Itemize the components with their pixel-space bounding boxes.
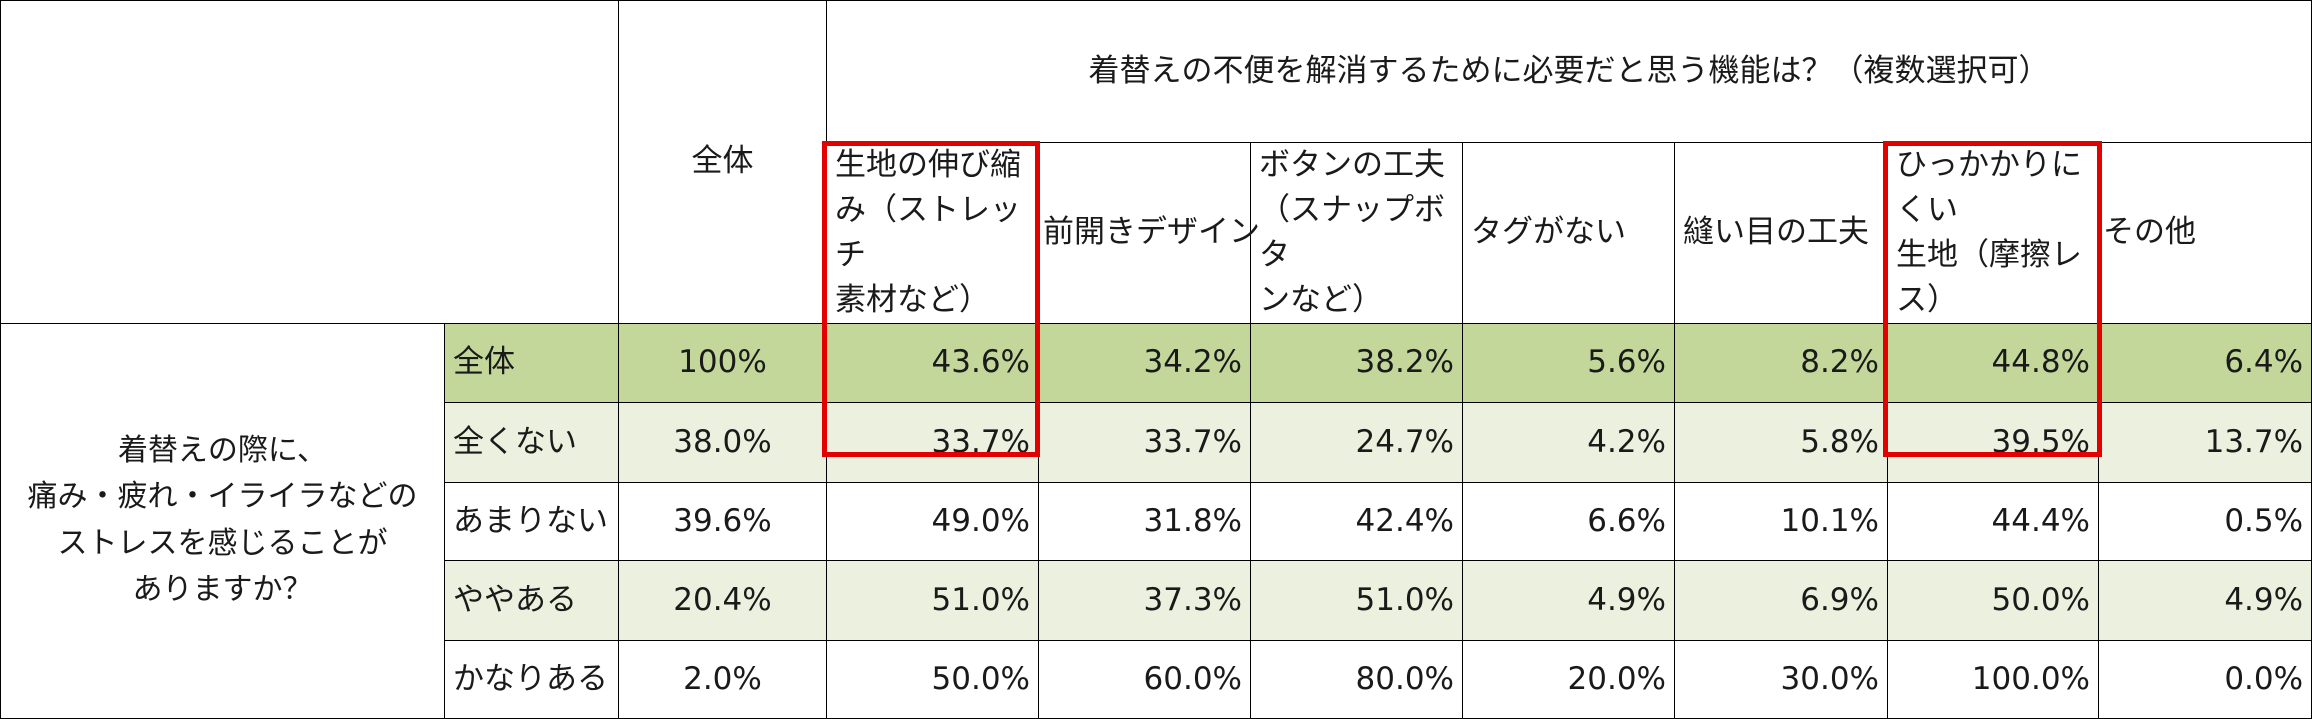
- cell-seams: 30.0%: [1674, 639, 1888, 719]
- survey-question-line1: 着替えの際に、: [117, 432, 328, 468]
- survey-question-line4: ありますか？: [132, 572, 313, 608]
- cell-other: 0.0%: [2097, 639, 2312, 719]
- row-label: 全くない: [444, 401, 619, 483]
- header-low-friction: ひっかかりにくい 生地（摩擦レ ス）: [1887, 142, 2099, 324]
- header-seams: 縫い目の工夫: [1674, 142, 1888, 324]
- cell-stretch: 43.6%: [826, 322, 1039, 403]
- cell-front-opening: 37.3%: [1038, 559, 1251, 641]
- cell-seams: 5.8%: [1674, 401, 1888, 483]
- table-row: ややある 20.4% 51.0% 37.3% 51.0% 4.9% 6.9% 5…: [1, 559, 2312, 641]
- cell-no-tag: 6.6%: [1462, 481, 1675, 561]
- cell-button: 24.7%: [1250, 401, 1463, 483]
- table-row-total: 着替えの際に、 痛み・疲れ・イライラなどの ストレスを感じることが ありますか？…: [0, 322, 2312, 719]
- cell-total: 38.0%: [618, 401, 827, 483]
- cell-other: 13.7%: [2097, 401, 2312, 483]
- header-friction-line1: ひっかかりにくい: [1896, 147, 2082, 228]
- cell-no-tag: 5.6%: [1462, 322, 1675, 403]
- cell-total: 2.0%: [618, 639, 827, 719]
- cell-other: 6.4%: [2097, 322, 2312, 403]
- cell-other: 0.5%: [2097, 481, 2312, 561]
- table-row: 全くない 38.0% 33.7% 33.7% 24.7% 4.2% 5.8% 3…: [1, 401, 2312, 483]
- header-stretch-line3: 素材など）: [835, 281, 990, 318]
- cell-front-opening: 34.2%: [1038, 322, 1251, 403]
- cell-low-friction: 44.8%: [1887, 322, 2099, 403]
- cell-front-opening: 60.0%: [1038, 639, 1251, 719]
- cell-total: 20.4%: [618, 559, 827, 641]
- cell-no-tag: 4.2%: [1462, 401, 1675, 483]
- header-other: その他: [2097, 142, 2312, 324]
- cell-no-tag: 4.9%: [1462, 559, 1675, 641]
- cell-button: 51.0%: [1250, 559, 1463, 641]
- cell-total: 39.6%: [618, 481, 827, 561]
- header-stretch-fabric: 生地の伸び縮 み（ストレッチ 素材など）: [826, 142, 1039, 324]
- cell-seams: 10.1%: [1674, 481, 1888, 561]
- cell-low-friction: 50.0%: [1887, 559, 2099, 641]
- question-header: 着替えの不便を解消するために必要だと思う機能は？（複数選択可）: [825, 0, 2312, 143]
- header-stretch-line1: 生地の伸び縮: [835, 147, 1021, 183]
- cell-button: 38.2%: [1250, 322, 1463, 403]
- header-friction-line3: ス）: [1896, 281, 1958, 318]
- survey-question-line2: 痛み・疲れ・イライラなどの: [27, 479, 418, 515]
- header-friction-line2: 生地（摩擦レ: [1896, 236, 2082, 273]
- cell-button: 80.0%: [1250, 639, 1463, 719]
- header-button-line1: ボタンの工夫: [1259, 147, 1445, 183]
- header-total: 全体: [618, 0, 827, 324]
- table-row: あまりない 39.6% 49.0% 31.8% 42.4% 6.6% 10.1%…: [1, 481, 2312, 561]
- header-button: ボタンの工夫 （スナップボタ ンなど）: [1250, 142, 1463, 324]
- row-label: ややある: [444, 559, 619, 641]
- cell-button: 42.4%: [1250, 481, 1463, 561]
- cell-seams: 6.9%: [1674, 559, 1888, 641]
- header-button-line3: ンなど）: [1259, 281, 1383, 318]
- cell-front-opening: 31.8%: [1038, 481, 1251, 561]
- survey-question-line3: ストレスを感じることが: [57, 525, 388, 561]
- cell-low-friction: 39.5%: [1887, 401, 2099, 483]
- header-row-options: 生地の伸び縮 み（ストレッチ 素材など） 前開きデザイン ボタンの工夫 （スナッ…: [1, 142, 2312, 324]
- cell-total: 100%: [618, 322, 827, 403]
- row-label: かなりある: [444, 639, 619, 719]
- cell-other: 4.9%: [2097, 559, 2312, 641]
- header-no-tag: タグがない: [1462, 142, 1675, 324]
- empty-corner-cell: [0, 0, 619, 324]
- header-button-line2: （スナップボタ: [1259, 191, 1445, 273]
- cell-no-tag: 20.0%: [1462, 639, 1675, 719]
- header-row-top: 全体 着替えの不便を解消するために必要だと思う機能は？（複数選択可）: [0, 0, 2312, 324]
- cell-stretch: 50.0%: [826, 639, 1039, 719]
- row-label: あまりない: [444, 481, 619, 561]
- row-label: 全体: [444, 322, 619, 403]
- cell-seams: 8.2%: [1674, 322, 1888, 403]
- cell-low-friction: 100.0%: [1887, 639, 2099, 719]
- cell-stretch: 33.7%: [826, 401, 1039, 483]
- cell-stretch: 49.0%: [826, 481, 1039, 561]
- cell-stretch: 51.0%: [826, 559, 1039, 641]
- cell-front-opening: 33.7%: [1038, 401, 1251, 483]
- cell-low-friction: 44.4%: [1887, 481, 2099, 561]
- survey-question-cell: 着替えの際に、 痛み・疲れ・イライラなどの ストレスを感じることが ありますか？: [0, 322, 445, 719]
- header-stretch-line2: み（ストレッチ: [835, 191, 1021, 273]
- header-front-opening: 前開きデザイン: [1038, 142, 1260, 324]
